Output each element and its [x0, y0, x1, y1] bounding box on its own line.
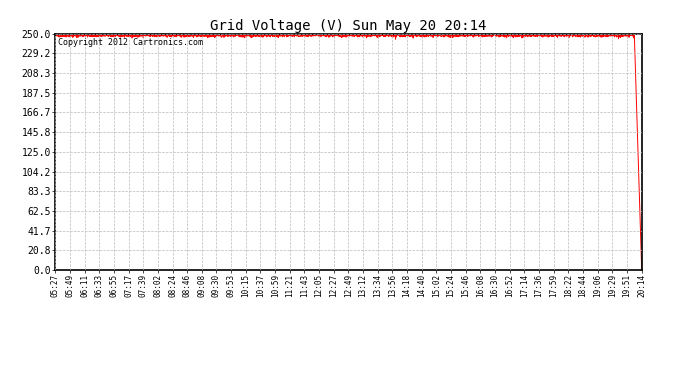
Title: Grid Voltage (V) Sun May 20 20:14: Grid Voltage (V) Sun May 20 20:14: [210, 19, 486, 33]
Text: Copyright 2012 Cartronics.com: Copyright 2012 Cartronics.com: [58, 39, 203, 48]
